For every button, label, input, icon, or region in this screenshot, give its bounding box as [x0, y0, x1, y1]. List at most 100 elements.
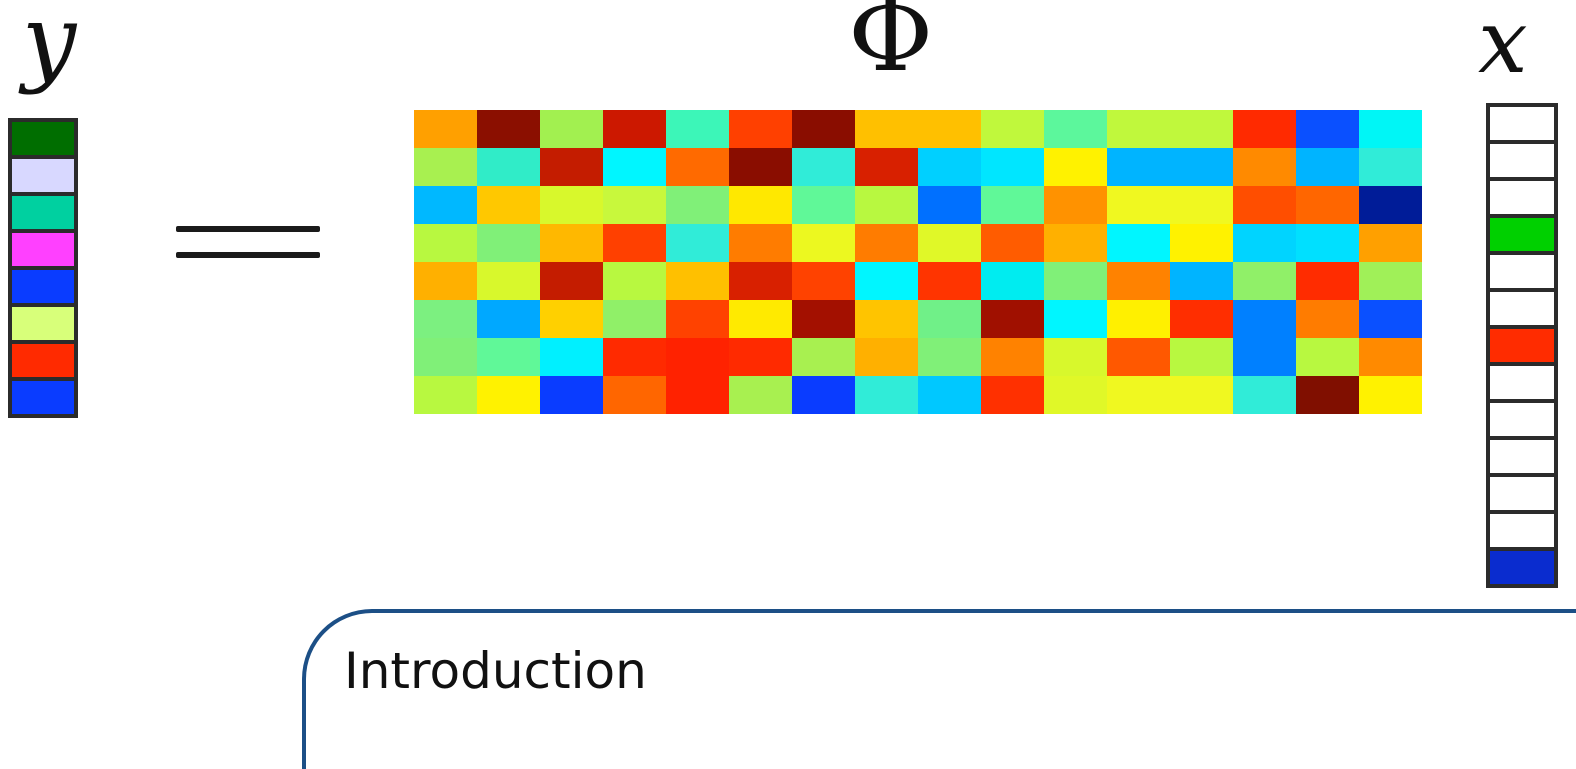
phi-matrix-cell: [792, 110, 855, 148]
phi-matrix-cell: [981, 262, 1044, 300]
phi-matrix-cell: [855, 186, 918, 224]
y-vector-cell: [12, 344, 74, 377]
y-vector-cell: [12, 159, 74, 192]
phi-matrix-cell: [1170, 376, 1233, 414]
phi-matrix-cell: [981, 224, 1044, 262]
phi-matrix-cell: [981, 110, 1044, 148]
phi-matrix-cell: [477, 376, 540, 414]
phi-matrix-cell: [1233, 376, 1296, 414]
phi-matrix-cell: [729, 186, 792, 224]
phi-matrix-cell: [1359, 376, 1422, 414]
phi-matrix-cell: [981, 338, 1044, 376]
phi-matrix-cell: [981, 186, 1044, 224]
phi-matrix-cell: [1233, 300, 1296, 338]
phi-matrix-cell: [1233, 224, 1296, 262]
phi-matrix-cell: [981, 300, 1044, 338]
phi-matrix-cell: [666, 300, 729, 338]
x-vector-cell: [1490, 551, 1554, 584]
phi-matrix-cell: [855, 110, 918, 148]
phi-matrix-cell: [666, 186, 729, 224]
phi-matrix-cell: [855, 376, 918, 414]
phi-matrix-cell: [981, 376, 1044, 414]
phi-matrix-cell: [603, 110, 666, 148]
phi-matrix-cell: [1233, 110, 1296, 148]
phi-matrix-cell: [1044, 262, 1107, 300]
phi-matrix-cell: [1107, 186, 1170, 224]
phi-matrix-cell: [855, 148, 918, 186]
phi-matrix-cell: [1107, 224, 1170, 262]
phi-matrix-cell: [792, 300, 855, 338]
phi-matrix-cell: [540, 376, 603, 414]
phi-matrix-cell: [918, 338, 981, 376]
phi-matrix-cell: [414, 110, 477, 148]
y-vector: [8, 118, 78, 418]
x-vector-cell: [1490, 144, 1554, 177]
phi-matrix-cell: [1107, 376, 1170, 414]
phi-matrix-cell: [1170, 262, 1233, 300]
phi-matrix-cell: [855, 338, 918, 376]
phi-matrix-cell: [792, 186, 855, 224]
phi-matrix-cell: [729, 376, 792, 414]
phi-matrix-cell: [603, 224, 666, 262]
phi-matrix-cell: [1359, 148, 1422, 186]
phi-matrix-cell: [1359, 186, 1422, 224]
phi-matrix-cell: [1359, 224, 1422, 262]
phi-matrix-cell: [414, 338, 477, 376]
phi-matrix-cell: [792, 148, 855, 186]
section-title: Introduction: [344, 642, 647, 700]
phi-matrix-cell: [603, 148, 666, 186]
phi-matrix-cell: [918, 300, 981, 338]
equals-bar-bottom: [176, 252, 320, 258]
phi-matrix-cell: [1170, 300, 1233, 338]
phi-matrix-cell: [1233, 148, 1296, 186]
phi-matrix-cell: [540, 300, 603, 338]
phi-matrix-cell: [477, 262, 540, 300]
phi-matrix-cell: [1170, 110, 1233, 148]
phi-matrix-cell: [855, 300, 918, 338]
phi-matrix-cell: [1359, 262, 1422, 300]
phi-matrix-cell: [1107, 300, 1170, 338]
phi-matrix-cell: [1233, 186, 1296, 224]
phi-matrix-cell: [540, 224, 603, 262]
y-vector-cell: [12, 122, 74, 155]
x-vector-cell: [1490, 366, 1554, 399]
phi-matrix-cell: [855, 262, 918, 300]
phi-matrix-cell: [1296, 186, 1359, 224]
phi-matrix-cell: [414, 186, 477, 224]
phi-matrix-cell: [1296, 262, 1359, 300]
phi-matrix-cell: [792, 376, 855, 414]
phi-matrix-cell: [792, 262, 855, 300]
y-vector-cell: [12, 307, 74, 340]
phi-matrix-cell: [792, 338, 855, 376]
phi-matrix-cell: [1170, 224, 1233, 262]
phi-matrix-cell: [414, 148, 477, 186]
phi-matrix-cell: [1233, 262, 1296, 300]
phi-matrix-cell: [666, 338, 729, 376]
x-vector: [1486, 103, 1558, 588]
phi-matrix-cell: [729, 338, 792, 376]
x-symbol: x: [1478, 0, 1528, 93]
y-symbol: y: [22, 0, 77, 96]
phi-matrix-cell: [1170, 186, 1233, 224]
phi-matrix-cell: [1044, 300, 1107, 338]
phi-matrix-cell: [477, 224, 540, 262]
phi-matrix-cell: [729, 224, 792, 262]
phi-matrix-cell: [603, 376, 666, 414]
equals-sign: [176, 226, 320, 260]
phi-matrix-cell: [918, 224, 981, 262]
phi-matrix-cell: [540, 186, 603, 224]
phi-matrix-cell: [729, 300, 792, 338]
phi-matrix-cell: [1107, 148, 1170, 186]
phi-matrix-cell: [666, 224, 729, 262]
equals-bar-top: [176, 226, 320, 232]
phi-matrix-cell: [1044, 376, 1107, 414]
phi-matrix-cell: [477, 110, 540, 148]
phi-matrix-cell: [603, 300, 666, 338]
phi-matrix-cell: [540, 338, 603, 376]
phi-matrix-cell: [1107, 262, 1170, 300]
phi-matrix-cell: [1296, 224, 1359, 262]
phi-matrix-cell: [918, 262, 981, 300]
phi-matrix-cell: [477, 148, 540, 186]
phi-matrix-cell: [414, 300, 477, 338]
x-vector-cell: [1490, 440, 1554, 473]
